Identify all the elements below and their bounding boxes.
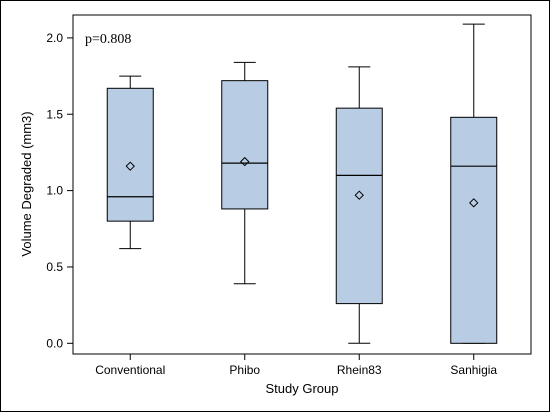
- mean-marker: [240, 156, 250, 167]
- x-tick-label: Conventional: [95, 363, 165, 377]
- box-sanhigia: [450, 23, 498, 344]
- x-tick-label: Sanhigia: [450, 363, 497, 377]
- y-axis-title: Volume Degraded (mm3): [19, 111, 34, 256]
- y-tick-label: 2.0: [46, 31, 63, 45]
- y-axis: 0.0 0.5 1.0 1.5 2.0: [46, 31, 73, 350]
- x-tick-label: Rhein83: [337, 363, 382, 377]
- box-body: [221, 80, 269, 210]
- x-tick-label: Phibo: [229, 363, 260, 377]
- mean-marker: [125, 161, 135, 171]
- box-body: [106, 87, 154, 222]
- mean-marker: [354, 190, 364, 200]
- y-tick-label: 1.5: [46, 107, 63, 121]
- p-value-annotation: p=0.808: [85, 32, 131, 47]
- box-phibo: [221, 61, 269, 285]
- y-tick-label: 0.5: [46, 260, 63, 274]
- x-axis-title: Study Group: [266, 381, 339, 396]
- box-conventional: [106, 75, 154, 250]
- x-axis: Conventional Phibo Rhein83 Sanhigia: [95, 354, 497, 377]
- mean-marker: [469, 198, 479, 208]
- y-tick-label: 1.0: [46, 184, 63, 198]
- boxes: [106, 23, 498, 344]
- box-body: [450, 116, 498, 344]
- box-rhein83: [335, 66, 383, 344]
- y-tick-label: 0.0: [46, 336, 63, 350]
- box-body: [335, 107, 383, 305]
